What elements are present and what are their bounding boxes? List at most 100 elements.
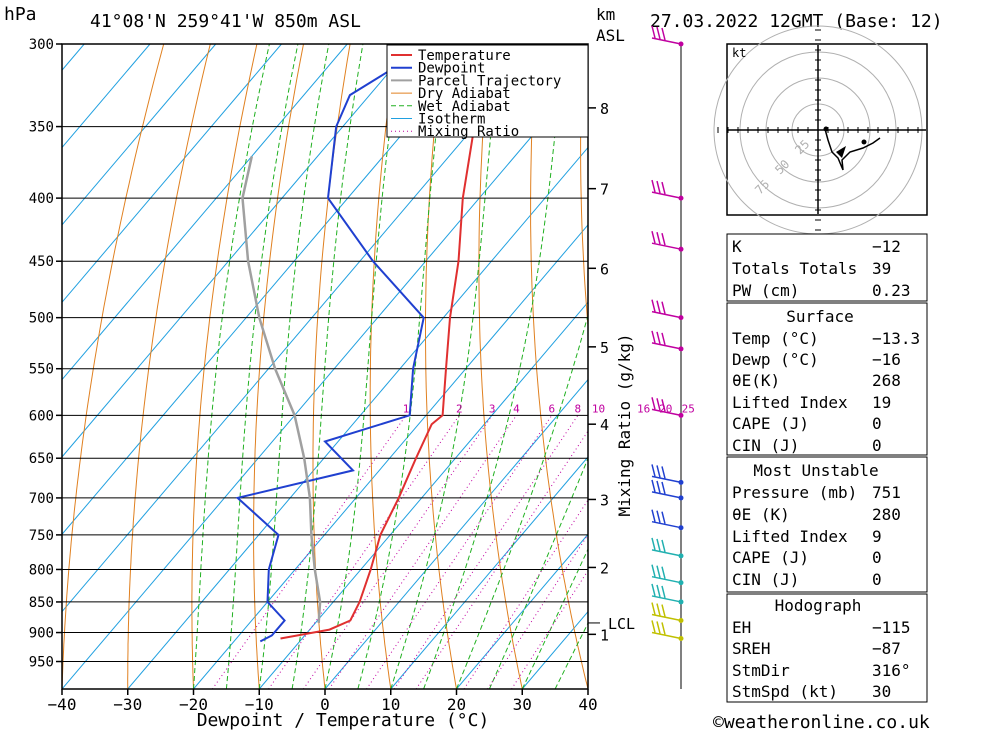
wind-barb-flag [656,300,661,313]
height-tick-label: 7 [600,181,609,199]
height-tick-label: 2 [600,559,609,577]
mu-title: Most Unstable [753,461,878,480]
wind-barb-flag [651,564,656,577]
mu-cin-value: 0 [872,570,882,589]
temperature-axis: −40 −30 −20 −10 0 10 20 30 40 [48,689,598,714]
wind-barb-flag [661,585,666,599]
lcl-label: LCL [608,615,635,633]
mu-cin-label: CIN (J) [732,570,799,589]
temperature-tick-label: 30 [513,695,532,714]
isotherm-line [127,146,588,689]
isotherm-line [0,44,19,689]
pressure-tick-label: 600 [29,408,54,424]
temperature-tick-label: 20 [447,695,466,714]
mixing-ratio-line [366,415,553,689]
wind-barb-staff [651,549,682,557]
surface-theta-label: θE(K) [732,371,780,390]
surface-cape-value: 0 [872,414,882,433]
isotherm-line [62,44,282,304]
wind-barb-flag [651,464,656,477]
isotherm-line [62,44,348,381]
legend-label-isotherm: Isotherm [418,112,485,128]
mixing-ratio-label: 8 [575,402,582,415]
dewpoint-series [235,44,434,643]
wind-barb-flag [656,331,661,345]
surface-dewp-value: −16 [872,350,901,369]
mixing-ratio-label: 16 [637,402,650,415]
dry-adiabat-line [253,44,304,689]
dry-adiabat-line [191,44,258,689]
wind-barb-flag [656,584,661,598]
temperature-tick-label: −30 [113,695,142,714]
wet-adiabat-line [488,456,588,689]
pressure-tick-label: 750 [29,528,54,544]
wind-barb-staff [651,342,682,350]
mu-pressure-label: Pressure (mb) [732,483,857,502]
height-unit-asl: ASL [596,26,625,45]
hodograph: kt 25 50 75 [713,25,928,235]
legend-label-wet-adiabat: Wet Adiabat [418,99,511,115]
wind-barb-flag [661,181,666,195]
wet-adiabat-line [258,44,330,689]
surface-cin-value: 0 [872,436,882,455]
mixing-ratio-line [487,533,588,689]
pressure-tick-label: 550 [29,362,54,378]
wind-barb-flag [651,397,656,410]
dry-adiabat-line [127,44,211,689]
isotherm-line [324,378,588,689]
surface-cape-label: CAPE (J) [732,414,809,433]
wind-barb-flag [651,602,656,615]
mixing-ratio-labels: 1 2 3 4 6 8 10 16 20 25 [403,402,695,415]
mu-li-label: Lifted Index [732,527,848,546]
height-tick-label: 1 [600,626,609,644]
temperature-tick-label: 0 [320,695,330,714]
legend-label-dry-adiabat: Dry Adiabat [418,86,511,102]
height-tick-label: 8 [600,100,609,118]
location-title: 41°08'N 259°41'W 850m ASL [90,11,361,32]
wind-barb-flag [661,27,666,41]
eh-value: −115 [872,618,911,637]
profile-series [235,44,572,643]
height-tick-label: 3 [600,491,609,509]
pw-value: 0.23 [872,281,911,300]
sreh-label: SREH [732,639,771,658]
stmspd-value: 30 [872,682,891,701]
wind-barb-staff [651,613,682,622]
temperature-tick-label: −20 [179,695,208,714]
pressure-tick-label: 900 [29,626,54,642]
wind-barb-flag [651,537,656,551]
wind-barb-flag [656,465,661,478]
mixing-ratio-line [393,415,579,689]
wind-barb-staff [651,408,682,417]
wind-barb-flag [661,481,666,495]
height-tick-label: 5 [600,339,609,357]
wind-barb-flag [651,583,656,597]
tt-label: Totals Totals [732,259,857,278]
wind-barb-flag [656,621,661,634]
wind-barb-staff [651,310,682,319]
wind-barb-flag [651,299,656,312]
isotherm-line [62,69,588,689]
surface-temp-label: Temp (°C) [732,329,819,348]
legend-label-mixing-ratio: Mixing Ratio [418,124,519,140]
height-tick-label: 6 [600,260,609,278]
surface-dewp-label: Dewp (°C) [732,350,819,369]
wind-barb-flag [656,538,661,552]
wind-barb-staff [651,631,682,640]
pressure-tick-label: 800 [29,562,54,578]
wind-barb-flag [661,539,666,553]
dry-adiabat-line [478,44,523,689]
legend-label-dewpoint: Dewpoint [418,61,485,77]
mu-pressure-value: 751 [872,483,901,502]
wind-barb-staff [651,520,682,529]
isotherm-line [62,44,545,613]
wind-barb-flag [661,622,666,635]
indices-table: K −12 Totals Totals 39 PW (cm) 0.23 Surf… [726,233,928,703]
wind-barb-flag [651,620,656,633]
temperature-series [280,44,572,640]
surface-theta-value: 268 [872,371,901,390]
surface-cin-label: CIN (J) [732,436,799,455]
wind-barb-flag [656,565,661,578]
